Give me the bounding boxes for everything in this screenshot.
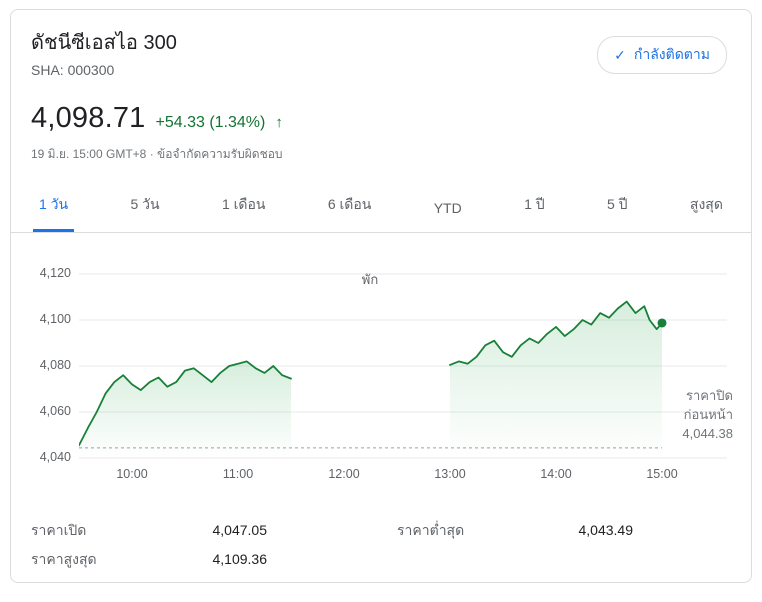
x-axis-label: 12:00 bbox=[328, 467, 360, 481]
stat-high: ราคาสูงสุด 4,109.36 bbox=[31, 550, 267, 569]
current-price: 4,098.71 bbox=[31, 102, 146, 134]
arrow-up-icon: ↑ bbox=[275, 114, 283, 131]
following-button[interactable]: ✓ กำลังติดตาม bbox=[597, 36, 727, 74]
following-button-label: กำลังติดตาม bbox=[633, 46, 710, 62]
quote-row: 4,098.71 +54.33 (1.34%) ↑ bbox=[11, 102, 751, 135]
tab-1-year[interactable]: 1 ปี bbox=[524, 196, 545, 212]
stat-open-label: ราคาเปิด bbox=[31, 522, 87, 538]
previous-close-line2: ก่อนหน้า bbox=[683, 407, 733, 422]
stat-empty bbox=[397, 550, 633, 569]
y-axis-label: 4,040 bbox=[39, 450, 71, 464]
tab-5-day[interactable]: 5 วัน bbox=[130, 196, 160, 212]
x-axis-label: 14:00 bbox=[540, 467, 572, 481]
timestamp-row: 19 มิ.ย. 15:00 GMT+8 · ข้อจำกัดความรับผิ… bbox=[11, 145, 751, 164]
tab-1-month[interactable]: 1 เดือน bbox=[221, 196, 266, 212]
quote-timestamp: 19 มิ.ย. 15:00 GMT+8 bbox=[31, 147, 147, 161]
y-axis-label: 4,120 bbox=[39, 266, 71, 280]
y-axis-label: 4,060 bbox=[39, 404, 71, 418]
previous-close-line1: ราคาปิด bbox=[686, 388, 733, 403]
stat-high-label: ราคาสูงสุด bbox=[31, 551, 97, 567]
key-stats: ราคาเปิด 4,047.05 ราคาต่ำสุด 4,043.49 รา… bbox=[11, 521, 751, 569]
stat-low-value: 4,043.49 bbox=[578, 522, 634, 538]
previous-close-value: 4,044.38 bbox=[682, 426, 733, 441]
header: ดัชนีซีเอสไอ 300 SHA: 000300 ✓ กำลังติดต… bbox=[11, 30, 751, 78]
stat-open-value: 4,047.05 bbox=[212, 522, 268, 538]
check-icon: ✓ bbox=[614, 46, 626, 63]
tab-1-day[interactable]: 1 วัน bbox=[33, 188, 75, 232]
y-axis-label: 4,100 bbox=[39, 312, 71, 326]
tab-max[interactable]: สูงสุด bbox=[689, 196, 723, 212]
y-axis-label: 4,080 bbox=[39, 358, 71, 372]
x-axis-label: 11:00 bbox=[222, 467, 254, 481]
x-axis-label: 15:00 bbox=[646, 467, 678, 481]
dot-separator: · bbox=[149, 147, 154, 161]
x-axis-label: 10:00 bbox=[116, 467, 148, 481]
previous-close-label: ราคาปิด ก่อนหน้า 4,044.38 bbox=[682, 386, 733, 443]
page-title: ดัชนีซีเอสไอ 300 bbox=[31, 32, 177, 54]
stock-quote-card: ดัชนีซีเอสไอ 300 SHA: 000300 ✓ กำลังติดต… bbox=[10, 9, 752, 583]
time-range-tabbar: 1 วัน 5 วัน 1 เดือน 6 เดือน YTD 1 ปี 5 ป… bbox=[11, 188, 751, 233]
price-chart-svg[interactable] bbox=[79, 259, 731, 475]
stat-high-value: 4,109.36 bbox=[212, 551, 268, 567]
stat-open: ราคาเปิด 4,047.05 bbox=[31, 521, 267, 540]
tab-ytd[interactable]: YTD bbox=[433, 200, 462, 216]
price-change: +54.33 (1.34%) bbox=[155, 114, 266, 131]
stat-low: ราคาต่ำสุด 4,043.49 bbox=[397, 521, 633, 540]
tab-5-year[interactable]: 5 ปี bbox=[607, 196, 628, 212]
tab-6-month[interactable]: 6 เดือน bbox=[327, 196, 372, 212]
x-axis-label: 13:00 bbox=[434, 467, 466, 481]
market-break-label: พัก bbox=[361, 272, 379, 287]
stat-low-label: ราคาต่ำสุด bbox=[397, 522, 465, 538]
exchange-symbol: SHA: 000300 bbox=[31, 62, 115, 78]
price-chart: 4,120 4,100 4,080 4,060 4,040 พัก ราคาปิ… bbox=[27, 259, 739, 495]
disclaimer-link[interactable]: ข้อจำกัดความรับผิดชอบ bbox=[157, 147, 283, 161]
title-block: ดัชนีซีเอสไอ 300 SHA: 000300 bbox=[31, 30, 177, 78]
